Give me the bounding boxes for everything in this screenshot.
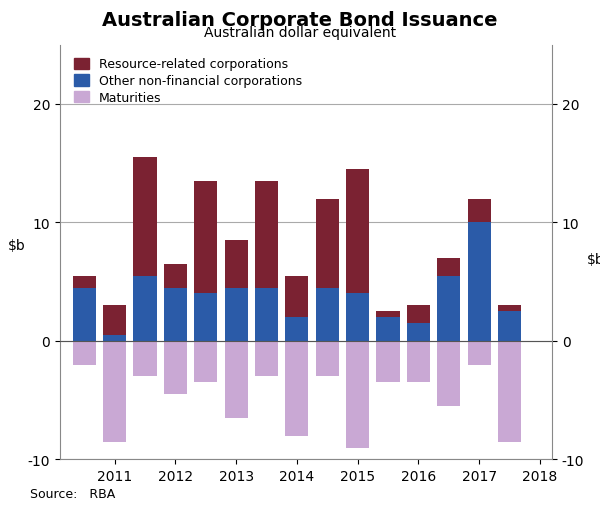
Bar [286,276,308,318]
Bar [255,181,278,288]
Bar [194,341,217,383]
Legend: Resource-related corporations, Other non-financial corporations, Maturities: Resource-related corporations, Other non… [71,56,304,107]
Bar [498,341,521,442]
Bar [407,341,430,383]
Bar [316,199,339,288]
Bar [346,341,369,448]
Bar [376,312,400,318]
Bar [224,241,248,288]
Bar [164,288,187,341]
Bar [103,341,126,442]
Bar [224,288,248,341]
Bar [316,288,339,341]
Bar [316,341,339,377]
Bar [133,158,157,276]
Text: Australian Corporate Bond Issuance: Australian Corporate Bond Issuance [102,11,498,30]
Bar [255,288,278,341]
Bar [498,312,521,341]
Bar [437,276,460,341]
Bar [407,306,430,324]
Bar [346,294,369,341]
Bar [194,294,217,341]
Bar [73,341,96,365]
Bar [437,259,460,276]
Text: Australian dollar equivalent: Australian dollar equivalent [204,26,396,40]
Bar [286,341,308,436]
Bar [467,199,491,223]
Bar [255,341,278,377]
Bar [437,341,460,407]
Bar [73,276,96,288]
Bar [164,341,187,394]
Bar [346,170,369,294]
Bar [407,324,430,341]
Bar [376,341,400,383]
Bar [194,181,217,294]
Bar [467,223,491,341]
Bar [164,264,187,288]
Bar [224,341,248,418]
Text: Source:   RBA: Source: RBA [30,487,115,500]
Bar [376,318,400,341]
Bar [133,276,157,341]
Y-axis label: $b: $b [586,252,600,267]
Bar [498,306,521,312]
Bar [103,335,126,341]
Bar [467,341,491,365]
Bar [103,306,126,335]
Y-axis label: $b: $b [8,238,26,252]
Bar [133,341,157,377]
Bar [286,318,308,341]
Bar [73,288,96,341]
